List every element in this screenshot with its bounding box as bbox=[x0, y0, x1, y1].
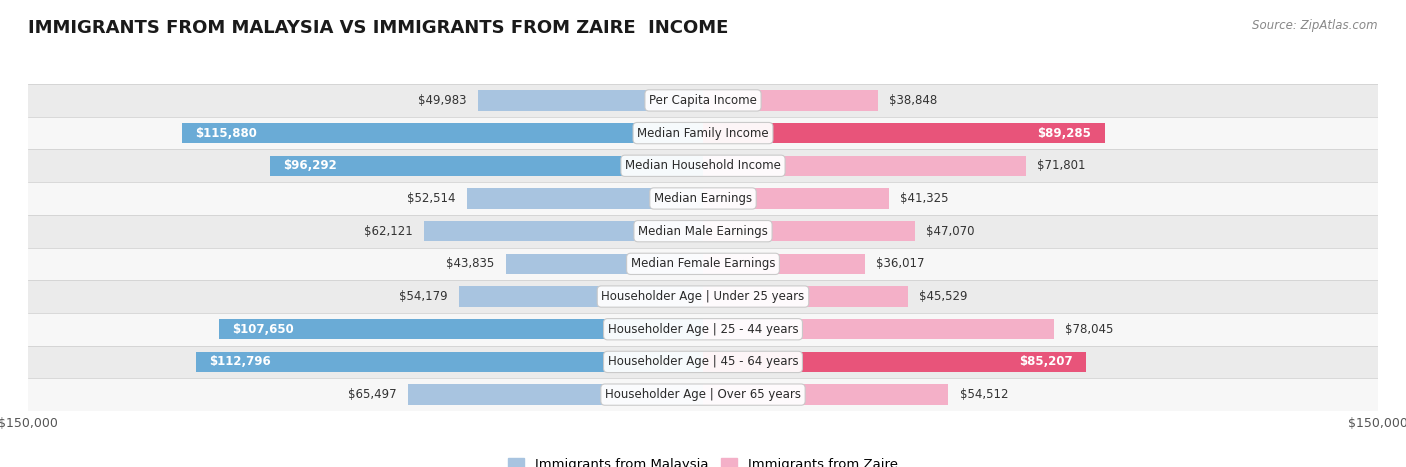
Bar bbox=[28, 84, 1378, 117]
Text: Median Household Income: Median Household Income bbox=[626, 159, 780, 172]
Text: Median Male Earnings: Median Male Earnings bbox=[638, 225, 768, 238]
Text: $47,070: $47,070 bbox=[927, 225, 974, 238]
Bar bbox=[408, 384, 703, 405]
Bar bbox=[28, 378, 1378, 411]
Text: $78,045: $78,045 bbox=[1066, 323, 1114, 336]
Bar bbox=[703, 286, 908, 307]
Text: Householder Age | 45 - 64 years: Householder Age | 45 - 64 years bbox=[607, 355, 799, 368]
Bar bbox=[703, 123, 1105, 143]
Text: Householder Age | 25 - 44 years: Householder Age | 25 - 44 years bbox=[607, 323, 799, 336]
Text: $85,207: $85,207 bbox=[1019, 355, 1073, 368]
Text: $62,121: $62,121 bbox=[364, 225, 412, 238]
Legend: Immigrants from Malaysia, Immigrants from Zaire: Immigrants from Malaysia, Immigrants fro… bbox=[503, 453, 903, 467]
Bar bbox=[423, 221, 703, 241]
Text: $38,848: $38,848 bbox=[889, 94, 938, 107]
Text: $54,179: $54,179 bbox=[399, 290, 449, 303]
Text: $115,880: $115,880 bbox=[195, 127, 257, 140]
Bar bbox=[703, 188, 889, 209]
Bar bbox=[28, 149, 1378, 182]
Bar bbox=[28, 248, 1378, 280]
Text: $45,529: $45,529 bbox=[920, 290, 967, 303]
Text: Source: ZipAtlas.com: Source: ZipAtlas.com bbox=[1253, 19, 1378, 32]
Bar bbox=[506, 254, 703, 274]
Text: IMMIGRANTS FROM MALAYSIA VS IMMIGRANTS FROM ZAIRE  INCOME: IMMIGRANTS FROM MALAYSIA VS IMMIGRANTS F… bbox=[28, 19, 728, 37]
Text: Median Earnings: Median Earnings bbox=[654, 192, 752, 205]
Bar bbox=[467, 188, 703, 209]
Bar bbox=[703, 384, 948, 405]
Bar bbox=[195, 352, 703, 372]
Bar bbox=[28, 117, 1378, 149]
Text: $49,983: $49,983 bbox=[419, 94, 467, 107]
Bar bbox=[478, 90, 703, 111]
Text: $36,017: $36,017 bbox=[876, 257, 925, 270]
Bar bbox=[270, 156, 703, 176]
Text: $41,325: $41,325 bbox=[900, 192, 949, 205]
Text: $89,285: $89,285 bbox=[1038, 127, 1091, 140]
Text: $96,292: $96,292 bbox=[283, 159, 337, 172]
Bar bbox=[460, 286, 703, 307]
Bar bbox=[703, 319, 1054, 340]
Text: Median Family Income: Median Family Income bbox=[637, 127, 769, 140]
Bar bbox=[703, 221, 915, 241]
Bar bbox=[28, 182, 1378, 215]
Text: Median Female Earnings: Median Female Earnings bbox=[631, 257, 775, 270]
Text: $112,796: $112,796 bbox=[209, 355, 271, 368]
Text: $54,512: $54,512 bbox=[959, 388, 1008, 401]
Bar bbox=[28, 313, 1378, 346]
Text: Householder Age | Under 25 years: Householder Age | Under 25 years bbox=[602, 290, 804, 303]
Bar bbox=[703, 352, 1087, 372]
Bar bbox=[219, 319, 703, 340]
Bar bbox=[28, 346, 1378, 378]
Text: $43,835: $43,835 bbox=[446, 257, 495, 270]
Bar bbox=[28, 215, 1378, 248]
Bar bbox=[181, 123, 703, 143]
Bar bbox=[703, 90, 877, 111]
Text: $52,514: $52,514 bbox=[406, 192, 456, 205]
Text: $65,497: $65,497 bbox=[349, 388, 396, 401]
Text: Householder Age | Over 65 years: Householder Age | Over 65 years bbox=[605, 388, 801, 401]
Bar bbox=[28, 280, 1378, 313]
Text: $107,650: $107,650 bbox=[232, 323, 294, 336]
Bar bbox=[703, 254, 865, 274]
Text: Per Capita Income: Per Capita Income bbox=[650, 94, 756, 107]
Bar bbox=[703, 156, 1026, 176]
Text: $71,801: $71,801 bbox=[1038, 159, 1085, 172]
